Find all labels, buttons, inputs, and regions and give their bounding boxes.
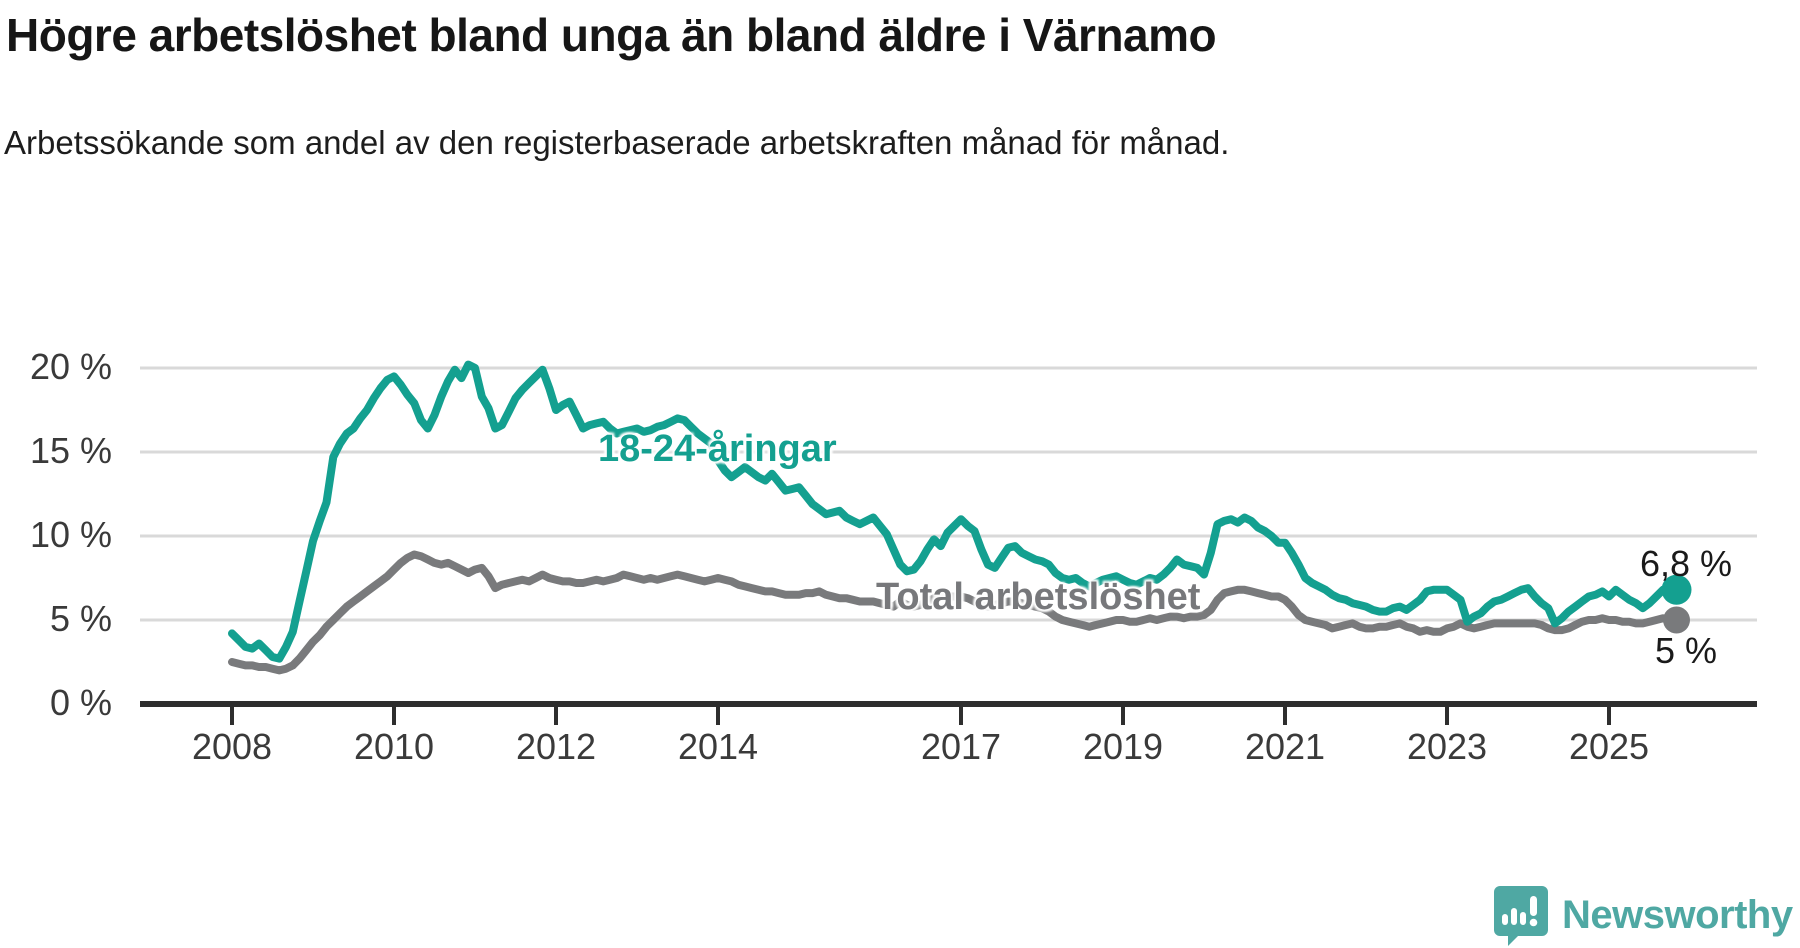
y-tick-label-0: 0 % bbox=[49, 682, 112, 723]
series-label-total: Total arbetslöshet bbox=[876, 576, 1201, 618]
x-tick-label-2017: 2017 bbox=[920, 726, 1002, 767]
y-tick-label-15: 15 % bbox=[29, 430, 112, 471]
series-label-youth: 18-24-åringar bbox=[598, 428, 837, 470]
newsworthy-logo-text: Newsworthy bbox=[1562, 892, 1793, 937]
x-tick-label-2025: 2025 bbox=[1568, 726, 1650, 767]
y-tick-label-20: 20 % bbox=[29, 346, 112, 387]
newsworthy-logo-icon bbox=[1494, 886, 1548, 946]
x-tick-label-2010: 2010 bbox=[353, 726, 435, 767]
x-tick-label-2023: 2023 bbox=[1406, 726, 1488, 767]
y-tick-label-5: 5 % bbox=[49, 598, 112, 639]
end-value-label-total: 5 % bbox=[1655, 630, 1718, 671]
y-tick-label-10: 10 % bbox=[29, 514, 112, 555]
x-tick-label-2008: 2008 bbox=[191, 726, 273, 767]
x-tick-label-2021: 2021 bbox=[1244, 726, 1326, 767]
end-value-label-youth: 6,8 % bbox=[1640, 543, 1733, 584]
newsworthy-branding: Newsworthy bbox=[1492, 884, 1793, 946]
x-tick-label-2014: 2014 bbox=[677, 726, 759, 767]
x-tick-label-2019: 2019 bbox=[1082, 726, 1164, 767]
chart-subtitle: Arbetssökande som andel av den registerb… bbox=[4, 124, 1230, 161]
chart-title: Högre arbetslöshet bland unga än bland ä… bbox=[6, 9, 1217, 61]
x-tick-label-2012: 2012 bbox=[515, 726, 597, 767]
